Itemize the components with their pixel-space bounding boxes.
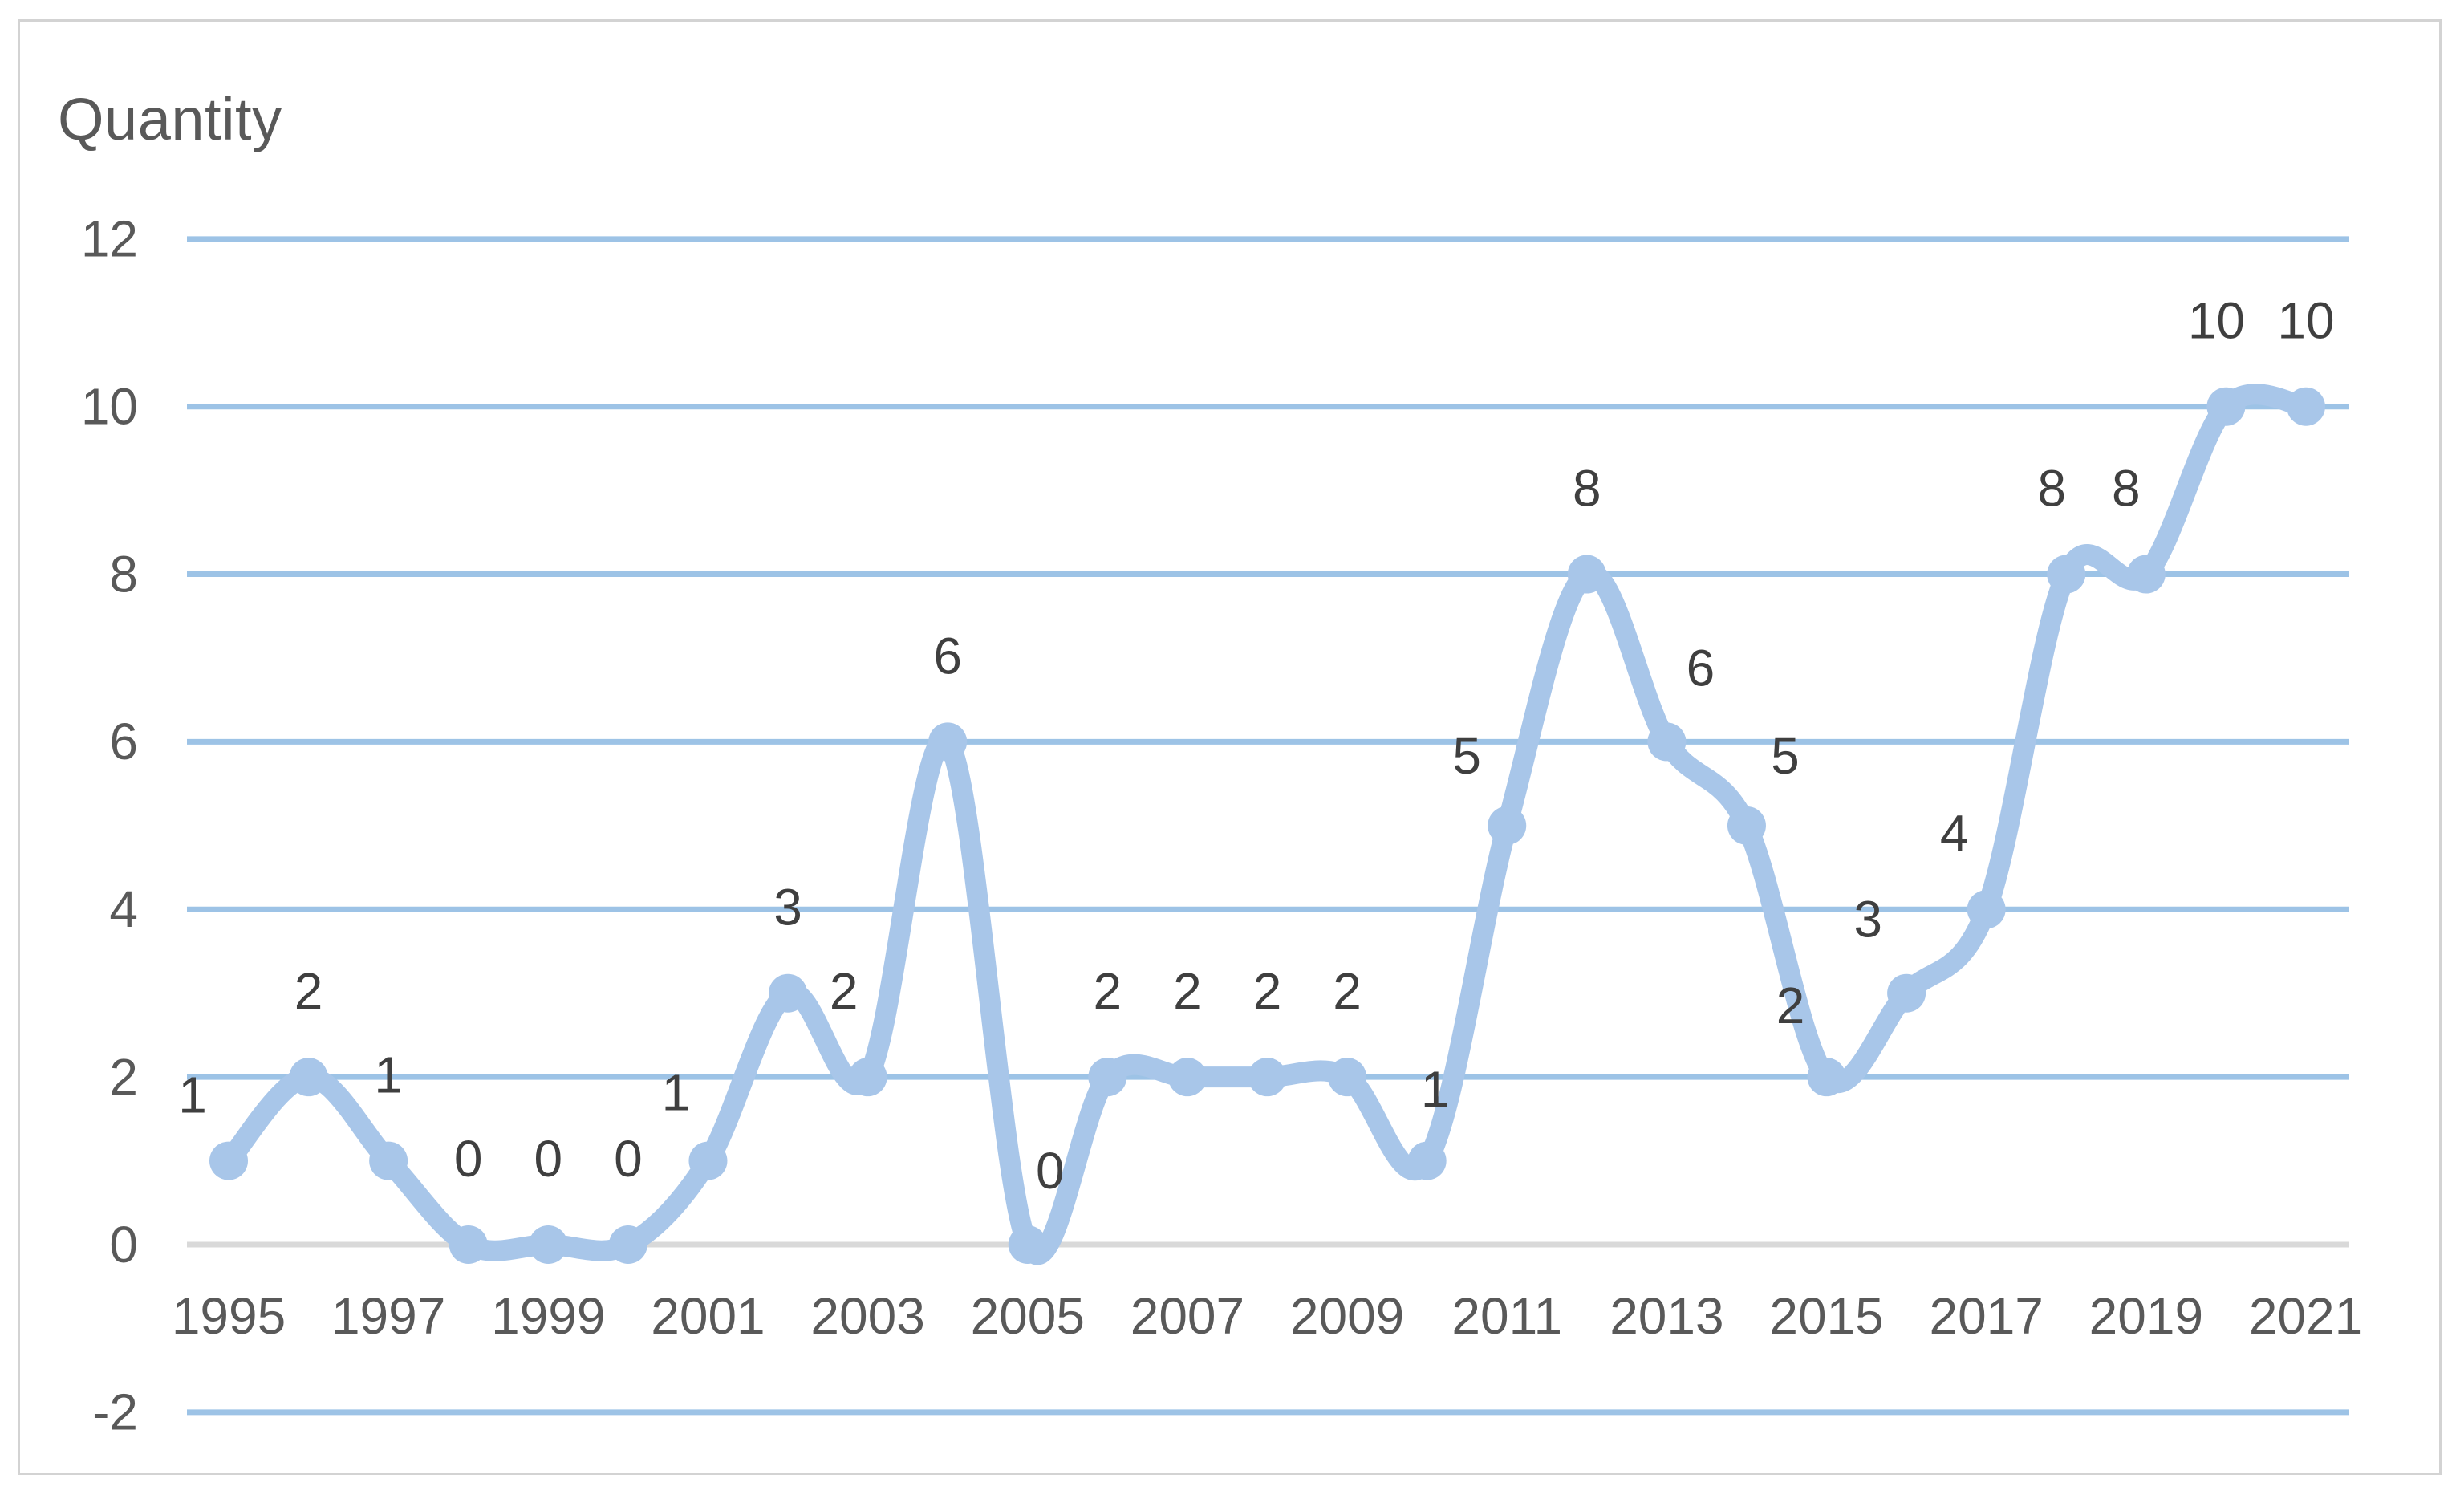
data-point-label: 2	[1776, 977, 1805, 1034]
data-point-marker	[2047, 555, 2086, 594]
data-point-marker	[2206, 387, 2246, 426]
data-point-marker	[2126, 555, 2166, 594]
data-point-marker	[608, 1225, 647, 1264]
data-point-marker	[2287, 387, 2325, 426]
x-axis-tick-label: 2009	[1290, 1287, 1404, 1345]
data-point-marker	[1647, 722, 1687, 762]
y-axis-tick-label: 0	[109, 1216, 138, 1274]
data-point-label: 8	[2112, 460, 2141, 518]
data-point-marker	[1887, 973, 1926, 1013]
data-point-marker	[529, 1225, 568, 1264]
data-point-marker	[848, 1058, 887, 1097]
data-point-marker	[928, 722, 968, 762]
data-point-label: 10	[2188, 292, 2245, 350]
data-point-marker	[289, 1058, 328, 1097]
data-point-marker	[1567, 555, 1606, 594]
data-point-marker	[1167, 1058, 1207, 1097]
data-point-label: 0	[614, 1130, 643, 1188]
data-point-label: 2	[830, 962, 859, 1020]
x-axis-tick-label: 1995	[172, 1287, 286, 1345]
data-point-marker	[209, 1141, 248, 1180]
x-axis-tick-label: 2015	[1769, 1287, 1883, 1345]
data-point-marker	[1727, 806, 1766, 845]
y-axis-tick-label: -2	[92, 1383, 138, 1441]
x-axis-tick-label: 1997	[331, 1287, 445, 1345]
x-axis-tick-label: 2007	[1131, 1287, 1244, 1345]
data-point-marker	[1088, 1058, 1127, 1097]
y-axis-tick-label: 10	[81, 377, 138, 435]
data-point-label: 2	[1094, 962, 1122, 1020]
data-point-label: 2	[294, 962, 323, 1020]
y-axis-tick-label: 8	[109, 545, 138, 603]
data-point-marker	[1008, 1225, 1047, 1264]
y-axis-tick-label: 2	[109, 1048, 138, 1106]
x-axis-tick-label: 2011	[1451, 1287, 1562, 1345]
data-point-label: 6	[1687, 639, 1715, 697]
x-axis-tick-label: 2001	[651, 1287, 765, 1345]
y-axis-tick-label: 6	[109, 713, 138, 770]
y-axis-tick-label: 12	[81, 210, 138, 268]
x-axis-tick-label: 2005	[971, 1287, 1085, 1345]
data-point-label: 2	[1253, 962, 1282, 1020]
data-point-marker	[369, 1141, 408, 1180]
data-point-marker	[769, 973, 808, 1013]
chart-frame	[18, 19, 2442, 1475]
data-point-label: 0	[534, 1130, 563, 1188]
chart-title: Quantity	[58, 86, 282, 152]
data-point-marker	[1807, 1058, 1846, 1097]
data-point-label: 2	[1333, 962, 1362, 1020]
data-point-label: 0	[1036, 1142, 1065, 1200]
data-point-label: 1	[374, 1046, 403, 1104]
x-axis-tick-label: 2017	[1930, 1287, 2044, 1345]
quantity-series-line	[218, 384, 2316, 1265]
data-point-marker	[1248, 1058, 1287, 1097]
data-point-label: 0	[454, 1130, 483, 1188]
x-axis-tick-label: 2003	[810, 1287, 924, 1345]
y-axis-tick-label: 4	[109, 880, 138, 938]
data-point-label: 6	[933, 627, 962, 685]
data-point-label: 10	[2277, 292, 2334, 350]
data-point-label: 2	[1173, 962, 1202, 1020]
data-point-label: 1	[178, 1066, 207, 1124]
data-point-label: 5	[1452, 727, 1481, 785]
data-point-marker	[449, 1225, 488, 1264]
x-axis-tick-label: 1999	[491, 1287, 605, 1345]
x-axis-tick-label: 2021	[2249, 1287, 2363, 1345]
data-point-label: 3	[773, 879, 802, 936]
data-point-label: 1	[1421, 1061, 1450, 1119]
data-point-marker	[1488, 806, 1527, 845]
data-point-label: 3	[1853, 891, 1882, 949]
data-point-marker	[1967, 890, 2006, 929]
data-point-label: 4	[1940, 804, 1969, 862]
data-point-marker	[1328, 1058, 1367, 1097]
data-point-marker	[688, 1141, 728, 1180]
data-point-marker	[1407, 1141, 1447, 1180]
data-point-label: 1	[662, 1064, 691, 1122]
data-point-label: 5	[1771, 727, 1800, 785]
x-axis-tick-label: 2019	[2089, 1287, 2203, 1345]
x-axis-tick-label: 2013	[1610, 1287, 1723, 1345]
data-point-label: 8	[2037, 460, 2066, 518]
data-point-label: 8	[1573, 460, 1601, 518]
